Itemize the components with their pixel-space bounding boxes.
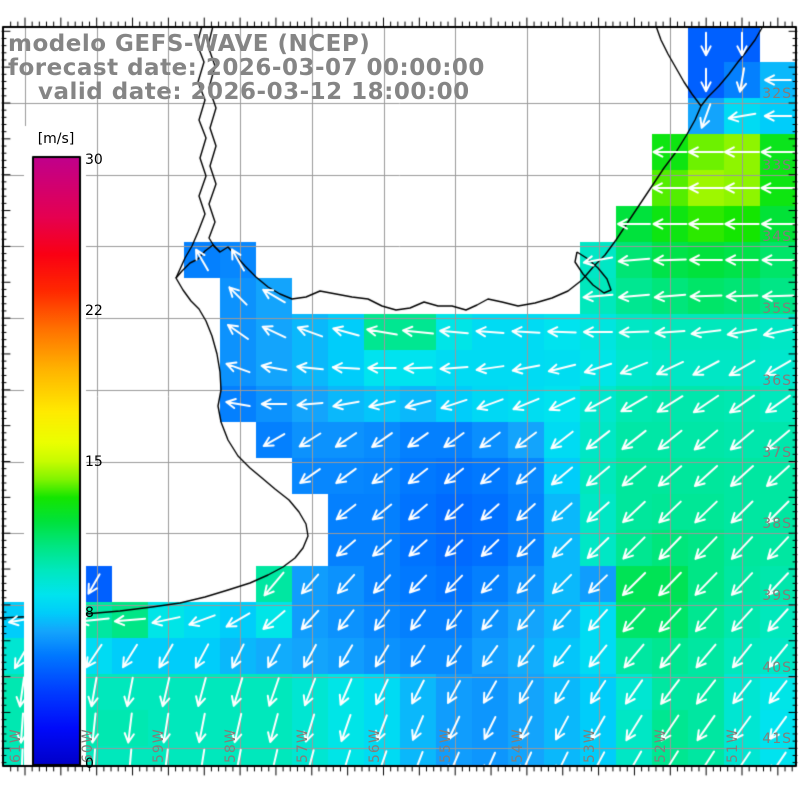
x-axis-tick-label: 54W: [509, 728, 526, 763]
x-axis-tick-label: 52W: [653, 728, 670, 763]
y-axis-tick-label: 35S: [762, 301, 792, 318]
y-axis-tick-label: 38S: [762, 516, 792, 533]
y-axis-tick-label: 32S: [762, 86, 792, 102]
x-axis-tick-label: 58W: [223, 728, 240, 763]
x-axis-tick-label: 59W: [151, 728, 168, 763]
y-axis-tick-label: 33S: [762, 157, 792, 174]
forecast-date-line: forecast date: 2026-03-07 00:00:00: [8, 55, 485, 81]
x-axis-tick-label: 61W: [8, 728, 24, 763]
y-axis-tick-label: 41S: [762, 731, 792, 748]
x-axis-tick-label: 53W: [581, 728, 598, 763]
model-title: modelo GEFS-WAVE (NCEP): [8, 31, 371, 57]
y-axis-tick-label: 40S: [762, 659, 792, 676]
valid-date-line: valid date: 2026-03-12 18:00:00: [38, 79, 470, 105]
colorbar-tick-label: 22: [85, 303, 103, 319]
x-axis-tick-label: 51W: [725, 728, 741, 763]
colorbar-tick-label: 8: [85, 605, 94, 621]
y-axis-tick-label: 39S: [762, 587, 792, 604]
y-axis-tick-label: 34S: [762, 229, 792, 246]
colorbar-tick-label: 15: [85, 454, 103, 470]
y-axis-tick-label: 37S: [762, 444, 792, 461]
colorbar-tick-label: 0: [85, 756, 94, 772]
x-axis-tick-label: 57W: [294, 728, 311, 763]
x-axis-tick-label: 56W: [366, 728, 383, 763]
colorbar-tick-label: 30: [85, 152, 103, 168]
colorbar-unit-label: [m/s]: [37, 131, 75, 147]
x-axis-tick-label: 55W: [438, 728, 455, 763]
y-axis-tick-label: 36S: [762, 372, 792, 389]
